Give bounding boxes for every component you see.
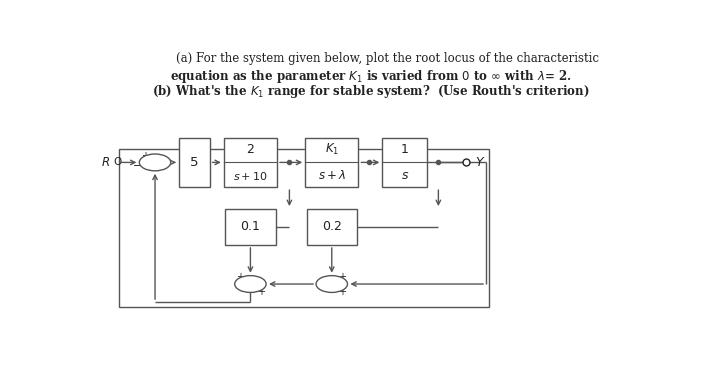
Circle shape — [235, 276, 266, 292]
Text: +: + — [256, 287, 265, 297]
FancyBboxPatch shape — [382, 138, 427, 187]
Text: 5: 5 — [190, 156, 198, 169]
FancyBboxPatch shape — [306, 209, 357, 245]
Text: (a) For the system given below, plot the root locus of the characteristic: (a) For the system given below, plot the… — [177, 52, 599, 65]
FancyBboxPatch shape — [179, 138, 210, 187]
Text: (b) What's the $\mathit{K_1}$ range for stable system?  (Use Routh's criterion): (b) What's the $\mathit{K_1}$ range for … — [152, 83, 590, 101]
Text: $s+10$: $s+10$ — [233, 170, 268, 182]
Text: 1: 1 — [401, 142, 408, 156]
Text: $Y$: $Y$ — [475, 156, 485, 169]
Text: +: + — [236, 272, 244, 282]
FancyBboxPatch shape — [224, 138, 277, 187]
Text: 0.2: 0.2 — [322, 220, 342, 234]
Text: 2: 2 — [246, 142, 254, 156]
Text: $K_1$: $K_1$ — [324, 142, 339, 157]
Text: $s+\lambda$: $s+\lambda$ — [318, 169, 346, 182]
Text: +: + — [140, 151, 149, 161]
Text: $\Sigma$: $\Sigma$ — [246, 278, 255, 290]
Text: +: + — [338, 287, 346, 297]
Text: $\Sigma$: $\Sigma$ — [151, 156, 159, 168]
Circle shape — [316, 276, 348, 292]
Text: +: + — [338, 272, 346, 282]
Circle shape — [139, 154, 171, 171]
FancyBboxPatch shape — [305, 138, 358, 187]
FancyBboxPatch shape — [225, 209, 276, 245]
Text: $-$: $-$ — [132, 159, 142, 169]
Text: 0.1: 0.1 — [240, 220, 261, 234]
Text: $s$: $s$ — [400, 169, 409, 182]
Text: O: O — [113, 158, 121, 167]
Text: $\Sigma$: $\Sigma$ — [327, 278, 336, 290]
Text: equation as the parameter $\mathit{K_1}$ is varied from $\mathit{0}$ to $\infty$: equation as the parameter $\mathit{K_1}$… — [170, 68, 572, 85]
Text: $R$: $R$ — [101, 156, 110, 169]
